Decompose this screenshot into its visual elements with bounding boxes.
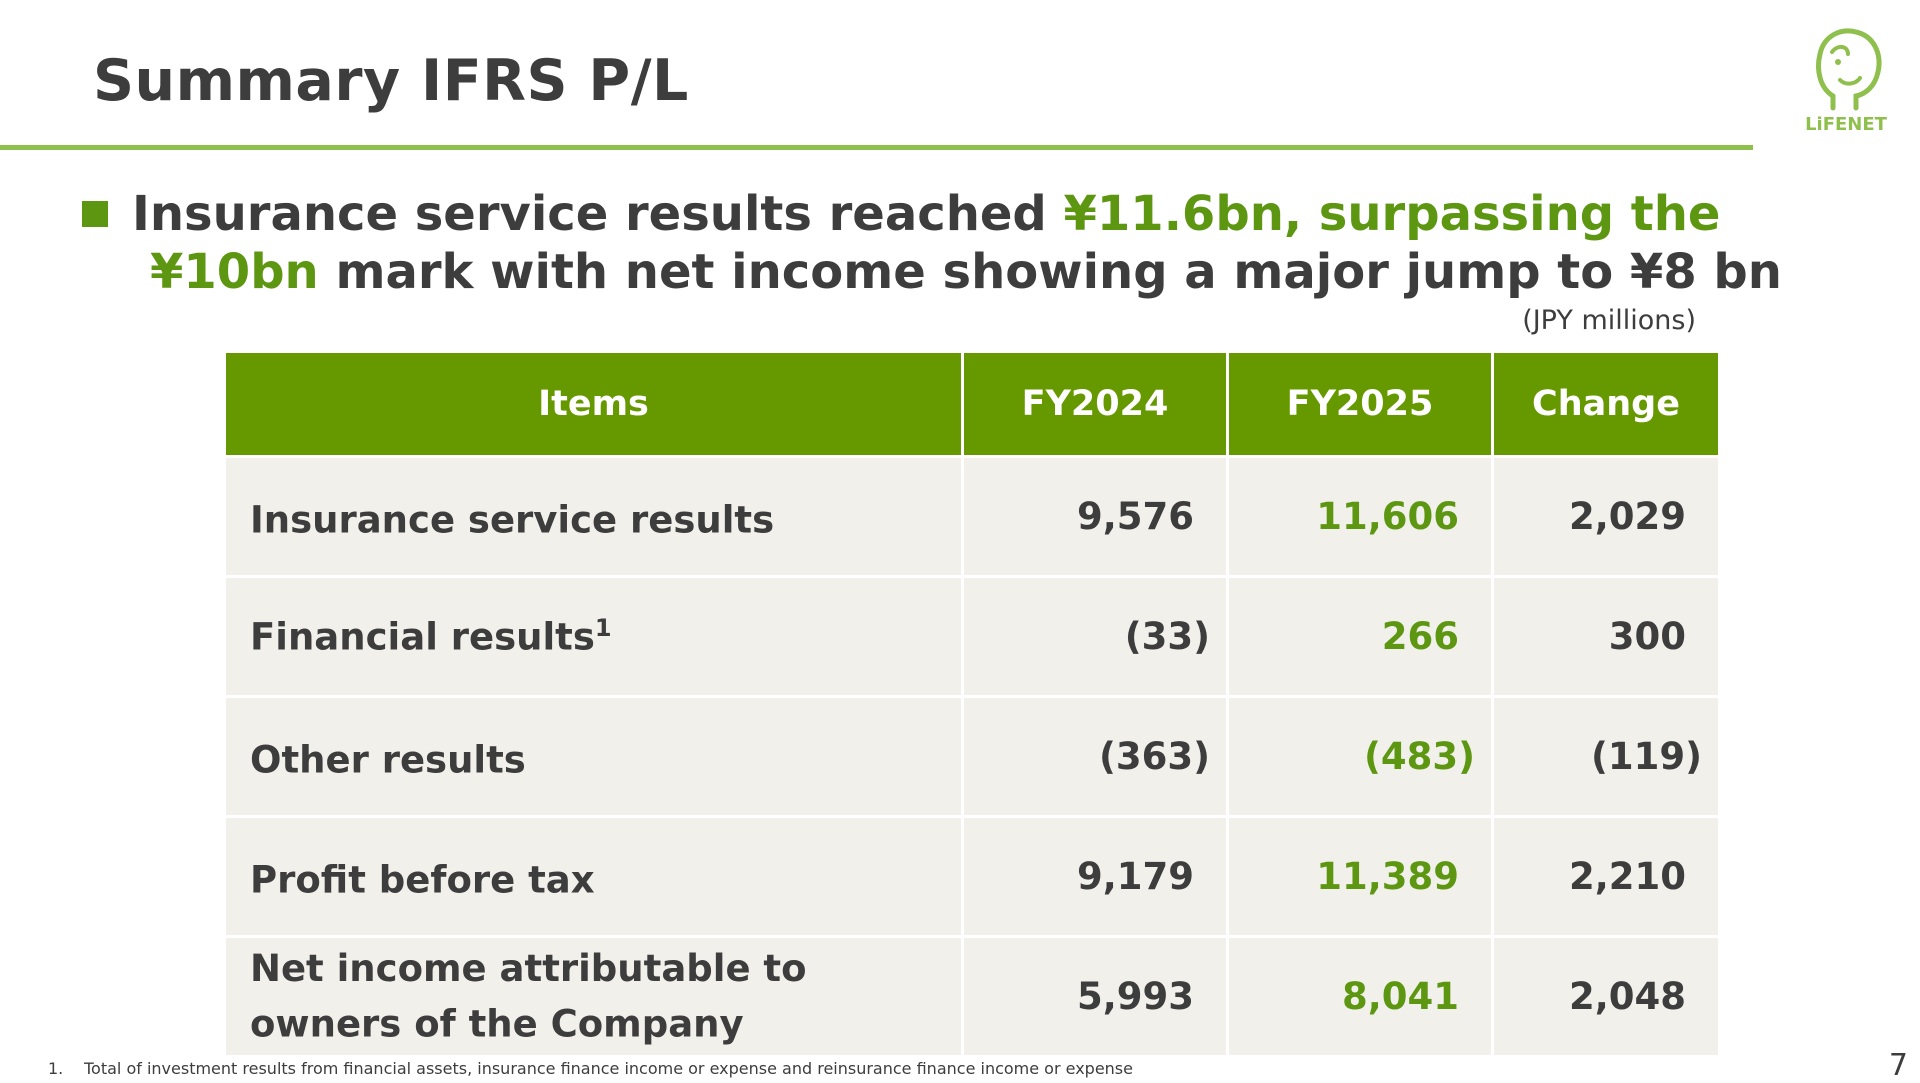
header-fy2024: FY2024 [961,350,1229,458]
value-fy2025: 11,606 [1226,455,1494,578]
lifenet-logo: LiFENET [1800,24,1892,135]
value-fy2024: 9,179 [961,815,1229,938]
table-row: Net income attributable to owners of the… [223,935,1721,1058]
value-fy2025: 266 [1226,575,1494,698]
row-item-label: Profit before tax [250,858,595,902]
headline-highlight: ¥10bn [150,244,319,300]
title-divider [0,145,1753,150]
row-item: Other results [223,695,964,818]
row-item: Financial results1 [223,575,964,698]
value-fy2025: 8,041 [1226,935,1494,1058]
page-number: 7 [1888,1048,1908,1083]
row-item-label: Net income attributable to owners of the… [250,946,807,1046]
value-fy2025: 11,389 [1226,815,1494,938]
footnote-number: 1. [48,1059,64,1078]
header-fy2025: FY2025 [1226,350,1494,458]
row-item-label: Financial results [250,615,595,659]
table-row: Financial results1 (33) 266 300 [223,575,1721,698]
table-row: Insurance service results 9,576 11,606 2… [223,455,1721,578]
row-item: Insurance service results [223,455,964,578]
header-change: Change [1491,350,1721,458]
lifenet-logo-icon: LiFENET [1805,28,1888,135]
headline-text: mark with net income showing a major jum… [318,244,1782,300]
value-change: 2,048 [1491,935,1721,1058]
value-fy2024: (33) [961,575,1229,698]
table-row: Profit before tax 9,179 11,389 2,210 [223,815,1721,938]
headline-line-1: Insurance service results reached ¥11.6b… [132,185,1720,243]
table-header-row: Items FY2024 FY2025 Change [223,350,1721,458]
footnote: 1. Total of investment results from finan… [48,1059,1133,1078]
value-fy2024: (363) [961,695,1229,818]
table-row: Other results (363) (483) (119) [223,695,1721,818]
row-item-label: Insurance service results [250,498,775,542]
headline-text: Insurance service results reached [132,186,1064,242]
row-item: Net income attributable to owners of the… [223,935,964,1058]
value-change: 2,210 [1491,815,1721,938]
row-item: Profit before tax [223,815,964,938]
row-item-label: Other results [250,738,526,782]
footnote-ref-superscript: 1 [594,614,612,643]
value-fy2025: (483) [1226,695,1494,818]
logo-text: LiFENET [1805,114,1888,134]
unit-note: (JPY millions) [1522,305,1696,336]
footnote-text: Total of investment results from financi… [84,1059,1133,1078]
headline-highlight: ¥11.6bn, surpassing the [1063,186,1721,242]
value-change: 300 [1491,575,1721,698]
square-bullet-icon [82,201,108,227]
pl-summary-table: Items FY2024 FY2025 Change Insurance ser… [223,350,1721,1058]
value-fy2024: 5,993 [961,935,1229,1058]
headline-line-2: ¥10bn mark with net income showing a maj… [150,243,1782,301]
value-change: 2,029 [1491,455,1721,578]
value-change: (119) [1491,695,1721,818]
slide-title: Summary IFRS P/L [93,48,689,114]
header-items: Items [223,350,964,458]
value-fy2024: 9,576 [961,455,1229,578]
